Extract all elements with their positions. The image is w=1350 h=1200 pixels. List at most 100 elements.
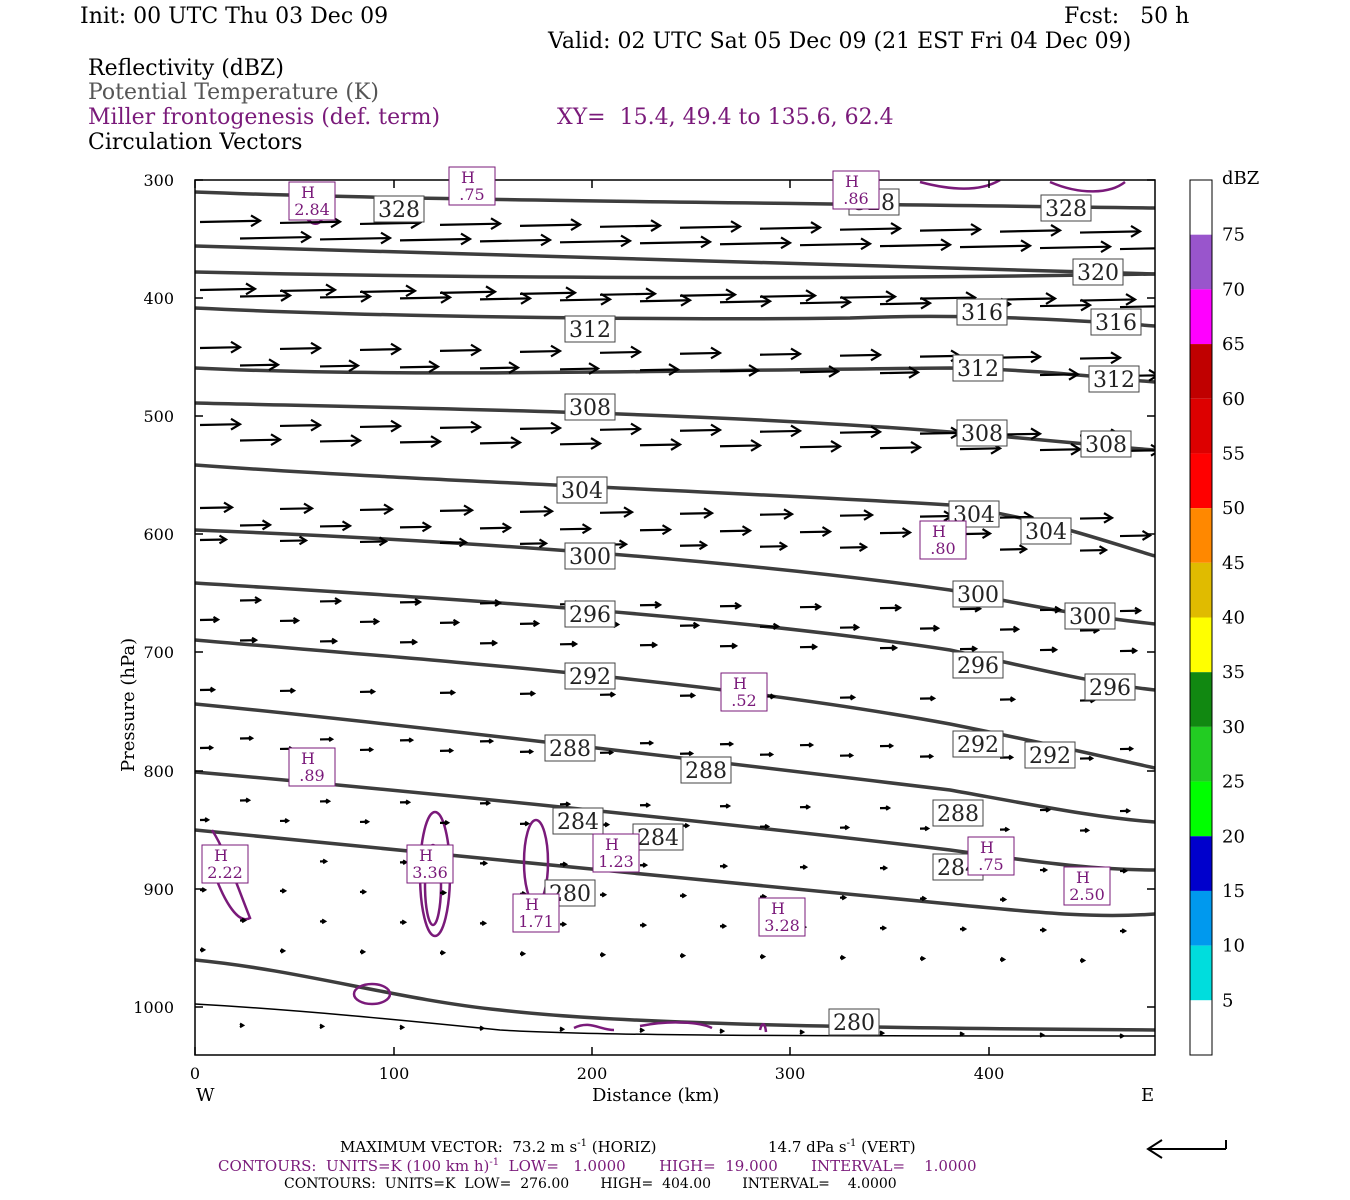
theta-label: 312 <box>569 318 611 343</box>
wind-vector <box>1039 303 1091 308</box>
colorbar-label: 55 <box>1222 443 1245 464</box>
colorbar-frame <box>1189 179 1213 1056</box>
wind-vector <box>279 539 307 543</box>
fronto-max-marker: H <box>301 749 315 768</box>
colorbar-label: 50 <box>1222 498 1245 519</box>
theta-label: 308 <box>1085 433 1127 458</box>
colorbar-label: 40 <box>1222 608 1245 629</box>
wind-vector <box>559 367 599 371</box>
wind-vector <box>559 442 601 446</box>
wind-vector <box>359 508 393 512</box>
field-frontogenesis: Miller frontogenesis (def. term) <box>88 105 441 130</box>
theta-label-box <box>952 651 1004 679</box>
x-tick-label: 100 <box>379 1064 410 1083</box>
fronto-max-value: 3.28 <box>764 916 800 935</box>
theta-label: 292 <box>569 665 611 690</box>
theta-label-box <box>564 393 616 421</box>
wind-vector <box>1079 230 1141 234</box>
fronto-max-box <box>720 672 768 712</box>
wind-vector <box>1119 534 1151 538</box>
theta-label: 312 <box>957 357 999 382</box>
valid-time: Valid: 02 UTC Sat 05 Dec 09 (21 EST Fri … <box>548 29 1132 54</box>
wind-vector <box>559 239 631 244</box>
wind-vector <box>759 512 793 516</box>
colorbar-segment <box>1190 617 1212 673</box>
fronto-max-marker: H <box>525 895 539 914</box>
wind-vector <box>239 363 279 367</box>
theta-label-box <box>1072 258 1124 286</box>
field-theta: Potential Temperature (K) <box>88 80 379 105</box>
theta-label: 292 <box>1029 744 1071 769</box>
wind-vector <box>999 515 1033 519</box>
wind-vector <box>319 524 351 528</box>
fronto-max-marker: H <box>845 172 859 191</box>
wind-vector <box>839 353 881 357</box>
terrain-surface <box>195 1003 1155 1037</box>
init-time: Init: 00 UTC Thu 03 Dec 09 <box>80 4 389 29</box>
wind-vector <box>759 352 801 356</box>
wind-vector <box>719 300 771 304</box>
theta-contour-288 <box>195 702 1155 824</box>
wind-vector <box>639 299 691 303</box>
fronto-max-marker: H <box>605 835 619 854</box>
theta-label-box <box>552 807 604 835</box>
colorbar-segment <box>1190 344 1212 399</box>
theta-contour-308 <box>195 401 1155 452</box>
wind-vector <box>719 369 759 373</box>
wind-vector <box>399 440 441 444</box>
y-tick-label: 600 <box>143 525 174 544</box>
colorbar-label: 25 <box>1222 772 1245 793</box>
field-vectors: Circulation Vectors <box>88 130 303 155</box>
colorbar-label: 15 <box>1222 881 1245 902</box>
theta-contours <box>195 190 1155 1032</box>
theta-contour-316 <box>195 306 1155 328</box>
plot-frame <box>194 179 1156 1056</box>
wind-vector <box>279 424 321 428</box>
theta-label-box <box>564 600 616 628</box>
fronto-max-value: .86 <box>843 189 868 208</box>
fronto-max-box <box>758 897 806 937</box>
wind-vector <box>519 223 581 227</box>
axes: 300 400 500 600 700 800 900 1000 0 100 200 300 400 <box>133 171 1155 1083</box>
circulation-vectors <box>199 214 1155 1039</box>
theta-label: 292 <box>957 733 999 758</box>
fronto-max-box <box>288 747 336 787</box>
fronto-max-value: 2.84 <box>294 200 330 219</box>
wind-vector <box>799 301 851 305</box>
wind-vector <box>319 236 391 241</box>
wind-vector <box>1079 548 1107 552</box>
wind-vector <box>199 538 227 542</box>
wind-vector <box>599 350 641 354</box>
theta-label: 296 <box>569 603 611 628</box>
wind-vector <box>319 439 361 443</box>
wind-vector <box>759 226 821 230</box>
y-tick-label: 900 <box>143 880 174 899</box>
theta-label: 300 <box>569 545 611 570</box>
wind-vector <box>599 292 656 296</box>
wind-vector <box>1079 298 1136 302</box>
east-label: E <box>1141 1085 1155 1106</box>
colorbar-segment <box>1190 945 1212 1001</box>
x-tick-label: 300 <box>775 1064 806 1083</box>
fronto-max-value: .75 <box>978 855 1003 874</box>
y-tick-label: 800 <box>143 762 174 781</box>
theta-label-box <box>1020 517 1072 545</box>
fronto-max-value: .80 <box>930 539 955 558</box>
wind-vector <box>439 541 467 544</box>
wind-vector <box>279 220 341 225</box>
colorbar: 75 70 65 60 55 50 45 40 35 30 25 20 15 10 5 <box>1189 179 1245 1056</box>
fronto-max-value: 2.50 <box>1069 885 1105 904</box>
fronto-max-box <box>448 166 496 206</box>
wind-vector <box>199 287 256 292</box>
theta-label: 320 <box>1077 261 1119 286</box>
theta-label-box <box>828 1008 880 1036</box>
theta-label-box <box>952 580 1004 608</box>
wind-vector <box>679 544 707 547</box>
wind-vector <box>959 447 1001 451</box>
theta-label: 284 <box>557 810 599 835</box>
wind-vector <box>879 446 921 450</box>
wind-vector <box>839 227 901 231</box>
theta-contour-324 <box>195 244 1155 276</box>
fronto-max-box <box>919 520 967 560</box>
wind-vector <box>279 288 336 293</box>
